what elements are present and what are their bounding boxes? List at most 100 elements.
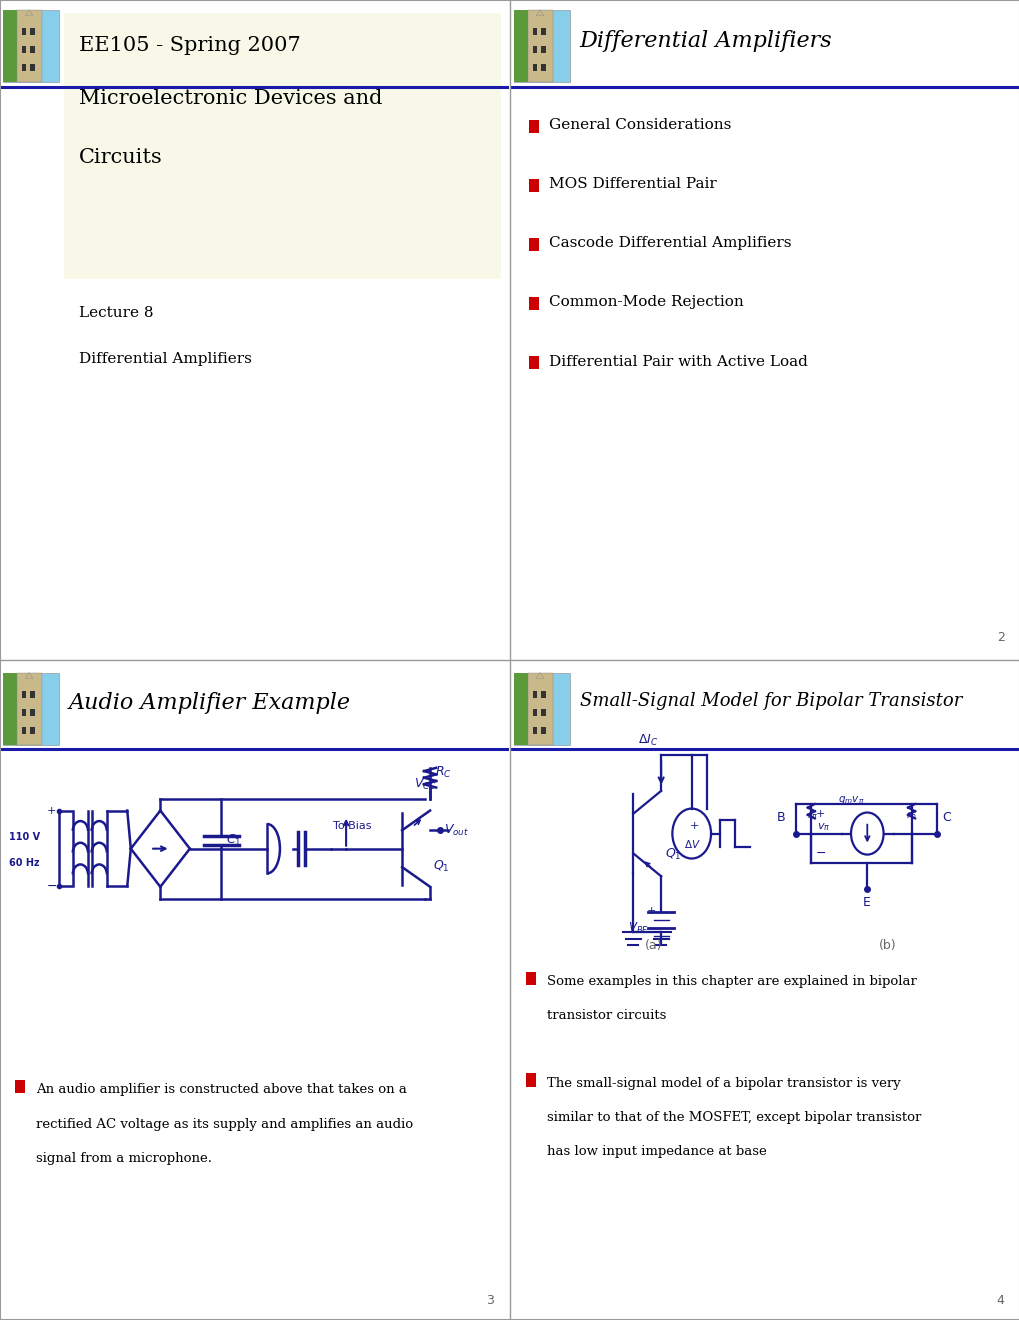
Bar [532, 690, 537, 698]
Bar [526, 1073, 536, 1086]
Text: General Considerations: General Considerations [548, 117, 731, 132]
Text: −: − [814, 846, 825, 859]
Bar [21, 65, 26, 71]
Text: +: + [47, 805, 56, 816]
Circle shape [850, 813, 882, 854]
Text: transistor circuits: transistor circuits [546, 1008, 665, 1022]
Text: $R_C$: $R_C$ [435, 764, 451, 780]
Bar [526, 972, 536, 985]
Bar [527, 9, 552, 82]
Bar [31, 690, 35, 698]
Bar [541, 709, 545, 715]
Text: 4: 4 [996, 1294, 1004, 1307]
Bar [541, 65, 545, 71]
Text: C: C [942, 810, 950, 824]
Text: $Q_1$: $Q_1$ [664, 846, 681, 862]
Text: 60 Hz: 60 Hz [9, 858, 40, 869]
Bar [2, 9, 22, 82]
Bar [532, 727, 537, 734]
Text: −: − [47, 879, 57, 892]
Bar [31, 46, 35, 53]
Polygon shape [536, 9, 543, 16]
Bar [528, 356, 538, 370]
Bar [541, 690, 545, 698]
Text: $V_{out}$: $V_{out}$ [443, 822, 469, 838]
Text: Common-Mode Rejection: Common-Mode Rejection [548, 296, 743, 309]
Bar [541, 727, 545, 734]
Text: 110 V: 110 V [9, 832, 40, 842]
Text: Lecture 8: Lecture 8 [78, 306, 153, 319]
Text: MOS Differential Pair: MOS Differential Pair [548, 177, 716, 191]
Text: $r_\pi$: $r_\pi$ [806, 809, 818, 822]
Text: +: + [646, 906, 655, 916]
Text: Circuits: Circuits [78, 148, 162, 166]
Bar [513, 672, 569, 744]
Text: $r_o$: $r_o$ [906, 809, 916, 822]
Text: $C_1$: $C_1$ [226, 833, 242, 847]
Bar [541, 46, 545, 53]
Text: $\Delta I_C$: $\Delta I_C$ [638, 733, 658, 748]
Text: rectified AC voltage as its supply and amplifies an audio: rectified AC voltage as its supply and a… [36, 1118, 413, 1130]
Text: 2: 2 [996, 631, 1004, 644]
Text: signal from a microphone.: signal from a microphone. [36, 1152, 211, 1164]
Text: (a): (a) [644, 939, 661, 952]
Bar [21, 690, 26, 698]
Bar [532, 46, 537, 53]
Bar [15, 1080, 25, 1093]
Text: $v_\pi$: $v_\pi$ [816, 821, 829, 833]
Circle shape [672, 809, 710, 858]
Text: Small-Signal Model for Bipolar Transistor: Small-Signal Model for Bipolar Transisto… [579, 692, 961, 710]
Bar [528, 120, 538, 133]
Text: $V_{BE}$: $V_{BE}$ [628, 920, 648, 936]
Bar [2, 672, 22, 744]
Bar [31, 709, 35, 715]
Text: E: E [862, 896, 869, 909]
Bar [532, 28, 537, 36]
Text: $g_m v_\pi$: $g_m v_\pi$ [837, 793, 863, 807]
Text: The small-signal model of a bipolar transistor is very: The small-signal model of a bipolar tran… [546, 1077, 900, 1090]
Text: similar to that of the MOSFET, except bipolar transistor: similar to that of the MOSFET, except bi… [546, 1111, 920, 1123]
Bar [16, 672, 42, 744]
Bar [31, 727, 35, 734]
Text: Cascode Differential Amplifiers: Cascode Differential Amplifiers [548, 236, 791, 251]
Bar [21, 46, 26, 53]
Bar [528, 297, 538, 310]
Bar [513, 9, 569, 82]
Bar [21, 28, 26, 36]
Bar [527, 672, 552, 744]
Text: Some examples in this chapter are explained in bipolar: Some examples in this chapter are explai… [546, 975, 916, 987]
Text: An audio amplifier is constructed above that takes on a: An audio amplifier is constructed above … [36, 1084, 407, 1097]
Bar [2, 9, 58, 82]
Text: Differential Amplifiers: Differential Amplifiers [78, 351, 252, 366]
Bar [21, 727, 26, 734]
Polygon shape [536, 672, 543, 678]
Text: $V_{CC}$: $V_{CC}$ [414, 777, 436, 792]
Text: B: B [776, 810, 785, 824]
Bar [513, 672, 533, 744]
Text: Differential Amplifiers: Differential Amplifiers [579, 29, 832, 51]
Text: +: + [814, 809, 824, 818]
Text: has low input impedance at base: has low input impedance at base [546, 1146, 765, 1158]
Bar [528, 178, 538, 191]
Bar [21, 709, 26, 715]
Text: To Bias: To Bias [333, 821, 372, 830]
Bar [16, 9, 42, 82]
Text: Audio Amplifier Example: Audio Amplifier Example [68, 692, 351, 714]
Bar [532, 709, 537, 715]
Text: EE105 - Spring 2007: EE105 - Spring 2007 [78, 36, 301, 55]
Text: (b): (b) [878, 939, 896, 952]
Bar [532, 65, 537, 71]
Text: Differential Pair with Active Load: Differential Pair with Active Load [548, 355, 807, 368]
Bar [513, 9, 533, 82]
Text: +: + [689, 821, 698, 830]
Polygon shape [25, 9, 33, 16]
Text: $\Delta V$: $\Delta V$ [684, 838, 700, 850]
FancyBboxPatch shape [63, 13, 501, 280]
Bar [31, 28, 35, 36]
Bar [528, 238, 538, 251]
Bar [541, 28, 545, 36]
Bar [2, 672, 58, 744]
Text: 3: 3 [485, 1294, 493, 1307]
Text: $Q_1$: $Q_1$ [432, 858, 448, 874]
Polygon shape [25, 672, 33, 678]
